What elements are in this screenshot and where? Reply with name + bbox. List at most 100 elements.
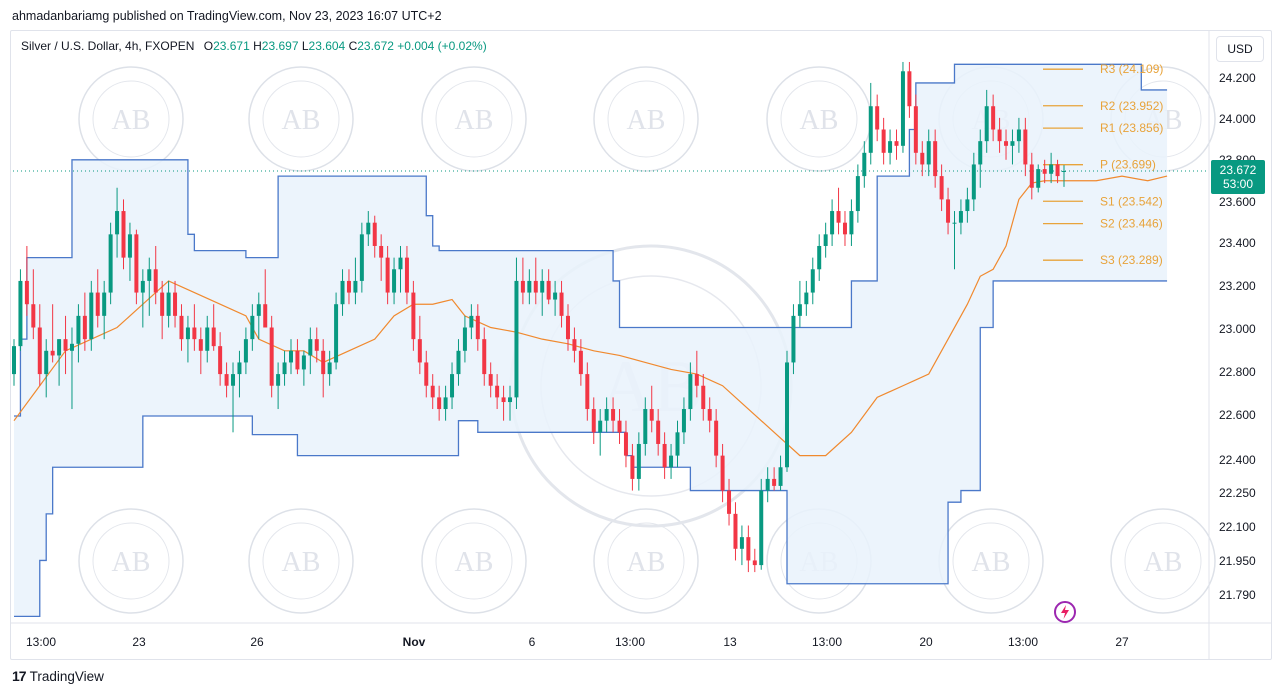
candle-body xyxy=(546,280,551,300)
candle-body xyxy=(533,280,538,293)
candle-body xyxy=(443,397,448,410)
candle-body xyxy=(140,280,145,293)
watermark-ring xyxy=(593,508,699,614)
axes: 24.20024.00023.80023.60023.40023.20023.0… xyxy=(11,31,1271,659)
candle-body xyxy=(1004,141,1009,146)
symbol-label[interactable]: Silver / U.S. Dollar, 4h, FXOPEN xyxy=(21,39,195,53)
time-tick-label: 6 xyxy=(529,635,536,649)
time-tick-label: 13:00 xyxy=(26,635,56,649)
candle-body xyxy=(939,176,944,200)
lightning-icon[interactable] xyxy=(1053,600,1077,624)
candle-body xyxy=(469,315,474,328)
candle-body xyxy=(301,355,306,370)
candle-body xyxy=(353,280,358,293)
candle-body xyxy=(965,199,970,212)
price-tick-label: 21.790 xyxy=(1219,588,1256,602)
watermark-inner-ring xyxy=(952,522,1030,600)
candle-body xyxy=(636,443,641,479)
candle-body xyxy=(540,280,545,293)
watermark-inner-ring xyxy=(92,80,170,158)
candle-body xyxy=(623,432,628,456)
candle-body xyxy=(205,327,210,351)
channel-lines xyxy=(13,63,1168,617)
low-label: L xyxy=(301,39,309,53)
candle-body xyxy=(450,374,455,398)
watermark-mark: AB xyxy=(627,547,666,578)
candle-body xyxy=(752,560,757,566)
candle-body xyxy=(855,176,860,212)
candle-body xyxy=(308,339,313,356)
candle-body xyxy=(430,385,435,398)
candle-body xyxy=(971,164,976,200)
candle-body xyxy=(900,71,905,146)
pivot-label: P (23.699) xyxy=(1100,158,1156,172)
candle-body xyxy=(89,292,94,340)
candle-body xyxy=(875,106,880,130)
candle-body xyxy=(630,455,635,479)
candle-body xyxy=(250,315,255,340)
candle-body xyxy=(404,257,409,293)
candle-body xyxy=(662,443,667,468)
candle-body xyxy=(733,513,738,549)
tradingview-mark-icon: 17 xyxy=(12,668,27,684)
price-tick-label: 24.200 xyxy=(1219,71,1256,85)
change-value: +0.004 (+0.02%) xyxy=(397,39,487,53)
candle-body xyxy=(488,374,493,386)
watermark-mark: AB xyxy=(282,105,321,136)
candle-body xyxy=(842,222,847,235)
candle-body xyxy=(958,211,963,223)
candle-body xyxy=(817,245,822,270)
watermark-ring xyxy=(421,508,527,614)
candle-body xyxy=(37,327,42,375)
watermark-mark: AB xyxy=(627,105,666,136)
candle-body xyxy=(495,385,500,398)
pivot-label: S2 (23.446) xyxy=(1100,217,1163,231)
pivot-label: S1 (23.542) xyxy=(1100,194,1163,208)
candle-body xyxy=(185,327,190,340)
candle-body xyxy=(553,292,558,300)
candle-body xyxy=(572,339,577,351)
watermark-inner-ring xyxy=(1124,522,1202,600)
upper-band-line xyxy=(14,63,1168,417)
pivot-label: R1 (23.856) xyxy=(1100,121,1163,135)
candle-body xyxy=(482,339,487,375)
candle-body xyxy=(160,292,165,316)
price-chart[interactable]: ABABABABABABABABABABABABABABAB R3 (24.10… xyxy=(11,31,1271,659)
candle-body xyxy=(759,490,764,566)
candle-body xyxy=(69,343,74,351)
candle-body xyxy=(681,409,686,433)
last-price-tag xyxy=(1211,159,1265,194)
time-tick-label: 13:00 xyxy=(1008,635,1038,649)
candle-body xyxy=(108,234,113,293)
price-tick-label: 23.000 xyxy=(1219,322,1256,336)
time-tick-label: 27 xyxy=(1115,635,1129,649)
tradingview-logo[interactable]: 17 TradingView xyxy=(12,668,104,684)
candle-body xyxy=(18,280,23,347)
watermark-mark: AB xyxy=(1144,547,1183,578)
candle-body xyxy=(121,211,126,258)
candle-body xyxy=(694,374,699,386)
candle-body xyxy=(327,362,332,375)
watermark-ring xyxy=(78,508,184,614)
price-tick-label: 23.400 xyxy=(1219,236,1256,250)
candle-body xyxy=(57,339,62,356)
candle-body xyxy=(611,409,616,421)
watermark-inner-ring xyxy=(262,522,340,600)
candle-body xyxy=(1023,129,1028,165)
candle-body xyxy=(669,455,674,468)
price-tick-label: 24.000 xyxy=(1219,112,1256,126)
candle-body xyxy=(978,141,983,165)
candle-body xyxy=(727,490,732,514)
candle-body xyxy=(739,537,744,549)
watermark-ring xyxy=(1110,508,1216,614)
candle-body xyxy=(366,222,371,235)
candle-body xyxy=(791,315,796,363)
candle-body xyxy=(920,152,925,165)
candle-body xyxy=(888,141,893,153)
candle-body xyxy=(527,280,532,293)
channel-fill xyxy=(14,64,1168,617)
chart-panel[interactable]: ABABABABABABABABABABABABABABAB R3 (24.10… xyxy=(10,30,1272,660)
currency-button[interactable]: USD xyxy=(1216,36,1264,62)
candle-body xyxy=(508,397,513,403)
candle-body xyxy=(153,269,158,293)
